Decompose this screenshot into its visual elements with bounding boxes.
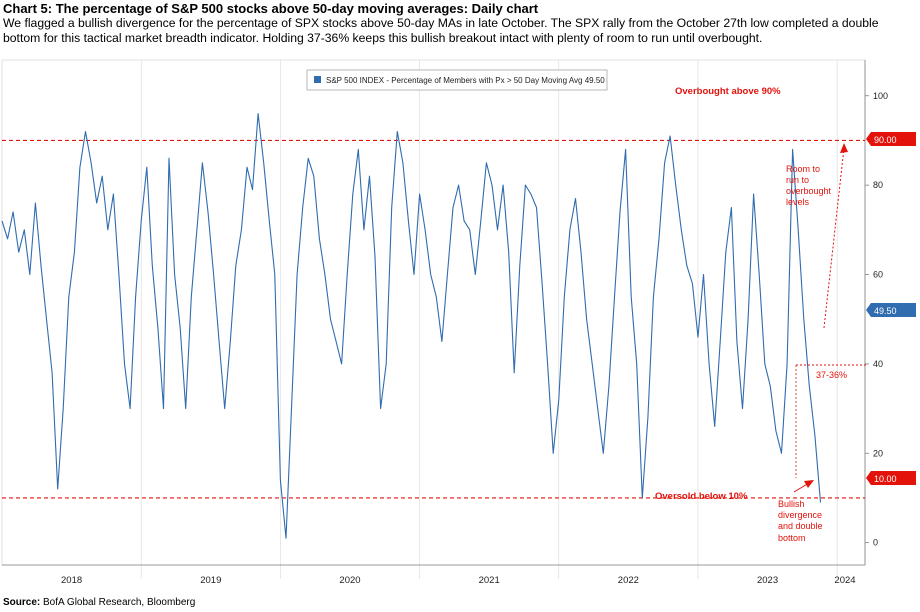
chart-subtitle: We flagged a bullish divergence for the … — [3, 16, 879, 45]
oversold-tag-text: 10.00 — [874, 474, 897, 484]
y-tick-label: 40 — [873, 359, 883, 369]
x-tick-label: 2020 — [339, 575, 360, 586]
last-value-tag-text: 49.50 — [874, 306, 897, 316]
y-tick-label: 80 — [873, 180, 883, 190]
bullish-label-line-4: bottom — [778, 533, 806, 543]
source-note: Source: BofA Global Research, Bloomberg — [3, 597, 195, 608]
bullish-label-line-1: Bullish — [778, 499, 805, 509]
bullish-label-line-2: divergence — [778, 510, 822, 520]
last-value-tag: 49.50 — [866, 303, 916, 317]
room-label-line-3: overbought — [786, 186, 832, 196]
room-label-line-1: Room to — [786, 164, 820, 174]
support-annotation: 37-36% — [795, 364, 866, 478]
bullish-divergence-annotation: Bullish divergence and double bottom — [778, 480, 823, 543]
bullish-arrowhead — [804, 480, 814, 488]
y-tick-label: 20 — [873, 448, 883, 458]
legend-swatch — [314, 76, 321, 83]
y-tick-label: 100 — [873, 91, 888, 101]
source-text: BofA Global Research, Bloomberg — [40, 597, 196, 608]
x-tick-label: 2022 — [618, 575, 639, 586]
room-to-run-annotation: Room to run to overbought levels — [786, 143, 848, 329]
overbought-tag-text: 90.00 — [874, 135, 897, 145]
oversold-annotation: Oversold below 10% — [655, 491, 748, 502]
oversold-tag-shape — [866, 471, 916, 485]
oversold-tag: 10.00 — [866, 471, 916, 485]
room-label-line-2: run to — [786, 175, 809, 185]
series-line-pct-above-50dma — [1, 113, 822, 539]
overbought-tag: 90.00 — [866, 132, 916, 146]
overbought-annotation: Overbought above 90% — [675, 86, 781, 97]
room-arrow-line — [823, 147, 845, 329]
x-tick-label: 2023 — [757, 575, 778, 586]
x-tick-label: 2019 — [200, 575, 221, 586]
y-tick-label: 60 — [873, 270, 883, 280]
overbought-tag-shape — [866, 132, 916, 146]
legend-frame — [306, 69, 608, 91]
legend-entry: S&P 500 INDEX - Percentage of Members wi… — [326, 76, 605, 85]
source-label: Source: — [3, 597, 41, 608]
x-tick-label: 2021 — [479, 575, 500, 586]
room-label-line-4: levels — [786, 197, 810, 207]
support-label: 37-36% — [816, 370, 847, 380]
year-gridlines — [140, 60, 838, 579]
room-arrowhead — [840, 143, 848, 153]
x-axis-ticks: 2018 2019 2020 2021 2022 2023 2024 — [61, 575, 856, 586]
x-tick-label: 2024 — [834, 575, 855, 586]
x-tick-label: 2018 — [61, 575, 82, 586]
y-tick-label: 0 — [873, 538, 878, 548]
last-value-tag-shape — [866, 303, 916, 317]
bullish-label-line-3: and double — [778, 521, 823, 531]
chart-title: Chart 5: The percentage of S&P 500 stock… — [3, 1, 539, 16]
y-axis-ticks: 100 80 60 40 20 0 — [865, 91, 888, 548]
legend-box: S&P 500 INDEX - Percentage of Members wi… — [306, 69, 608, 91]
